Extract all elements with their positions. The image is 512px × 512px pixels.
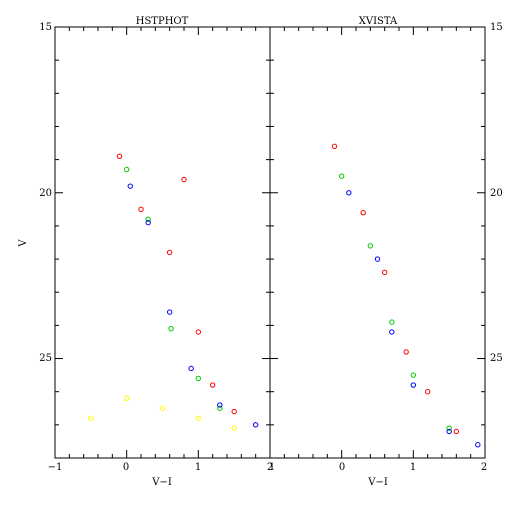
panel-xvista-point [424, 388, 431, 395]
panel-xvista-point [446, 425, 452, 431]
panel-hstphot-ytick-label: 25 [39, 353, 52, 364]
panel-hstphot-point [123, 166, 130, 173]
panel-hstphot-point [217, 405, 223, 411]
panel-hstphot-point [231, 425, 237, 431]
panel-xvista-point [389, 319, 395, 325]
panel-xvista-points [331, 143, 481, 448]
panel-xvista-ytick-label: 15 [490, 22, 503, 33]
panel-xvista-point [331, 143, 338, 150]
panel-hstphot-point [145, 219, 151, 226]
panel-hstphot-title: HSTPHOT [136, 16, 189, 27]
panel-xvista: XVISTA V−I 15 20 25 1 0 1 2 [269, 16, 503, 488]
panel-xvista-point [403, 349, 409, 355]
panel-xvista-point [453, 428, 460, 435]
panel-xvista-xtick-label: 1 [410, 462, 416, 473]
panel-xvista-ytick-label: 20 [490, 188, 503, 199]
panel-xvista-xtick-label: 1 [269, 462, 275, 473]
panel-hstphot-point [231, 408, 237, 415]
panel-hstphot-point [166, 309, 173, 315]
panel-xvista-point [381, 269, 388, 276]
panel-xvista-point [367, 243, 374, 249]
panel-hstphot-ytick-label: 15 [39, 22, 52, 33]
panel-xvista-point [374, 256, 381, 262]
panel-hstphot-xtick-label: 0 [123, 462, 129, 473]
panel-hstphot-point [145, 216, 151, 222]
panel-xvista-point [475, 442, 481, 448]
panel-hstphot-xtick-label: −1 [48, 462, 63, 473]
panel-hstphot-frame [54, 26, 271, 459]
panel-hstphot-point [116, 153, 123, 160]
panel-xvista-point [338, 173, 345, 179]
panel-hstphot-point [168, 326, 174, 332]
panel-xvista-ytick-label: 25 [490, 353, 503, 364]
panel-hstphot-point [252, 422, 259, 428]
panel-hstphot-point [181, 176, 187, 183]
panel-hstphot-point [138, 206, 144, 213]
panel-hstphot-ylabel: V [18, 239, 29, 248]
panel-hstphot: HSTPHOT V V−I 15 20 25 −1 0 1 2 [18, 16, 273, 488]
panel-xvista-point [446, 428, 452, 435]
panel-hstphot-ytick-label: 20 [39, 188, 52, 199]
panel-xvista-ticks [269, 26, 486, 459]
panel-hstphot-ticks [54, 26, 271, 459]
panel-hstphot-point [195, 415, 202, 421]
panel-xvista-point [360, 209, 366, 216]
panel-hstphot-point [127, 183, 133, 189]
panel-hstphot-xtick-label: 1 [195, 462, 201, 473]
panel-hstphot-point [188, 365, 194, 372]
panel-hstphot-xlabel: V−I [151, 477, 172, 488]
panel-hstphot-point [195, 375, 202, 382]
panel-xvista-point [346, 190, 352, 196]
panel-hstphot-point [88, 415, 94, 421]
panel-xvista-frame [269, 26, 486, 459]
panel-hstphot-point [217, 402, 223, 408]
panel-xvista-point [410, 382, 417, 388]
panel-xvista-xtick-label: 2 [481, 462, 487, 473]
panel-xvista-title: XVISTA [359, 16, 398, 27]
panel-hstphot-point [166, 249, 173, 256]
panel-hstphot-xtick-label: 2 [267, 462, 273, 473]
panel-xvista-xtick-label: 0 [339, 462, 345, 473]
panel-xvista-point [389, 329, 395, 335]
panel-hstphot-point [209, 382, 216, 388]
panel-hstphot-point [195, 329, 202, 335]
panel-hstphot-point [159, 405, 166, 411]
panel-hstphot-points [88, 153, 259, 431]
panel-hstphot-point [123, 395, 130, 402]
panel-xvista-xlabel: V−I [367, 477, 388, 488]
panel-xvista-point [410, 372, 417, 378]
